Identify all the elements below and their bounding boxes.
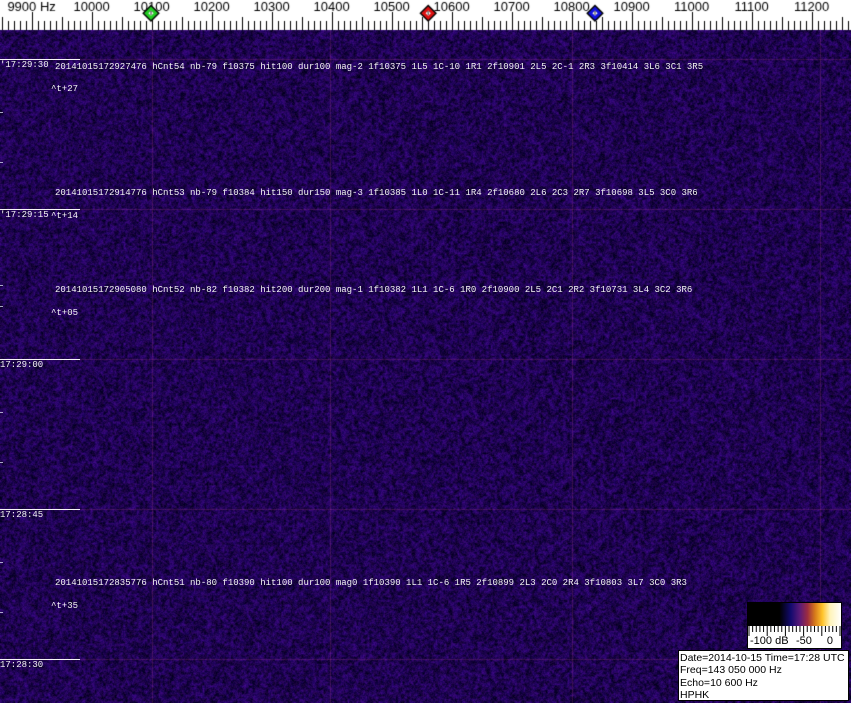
svg-text:-100 dB: -100 dB: [750, 635, 789, 647]
svg-text:-50: -50: [796, 635, 812, 647]
svg-text:0: 0: [827, 635, 833, 647]
